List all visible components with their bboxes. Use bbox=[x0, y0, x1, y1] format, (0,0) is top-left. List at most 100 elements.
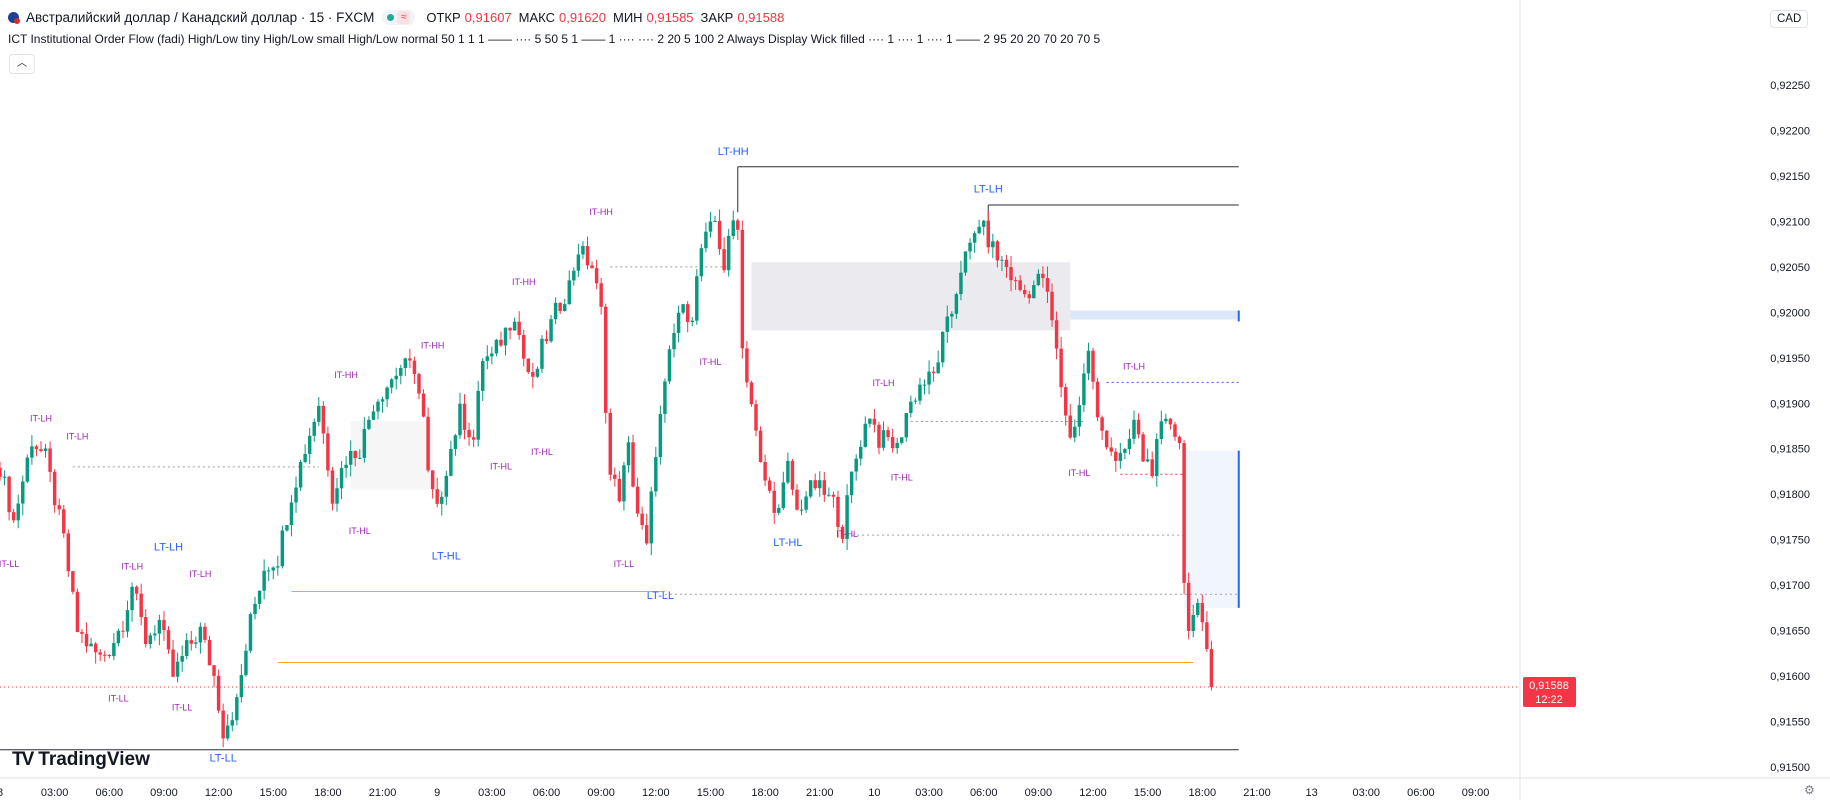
tv-logo-icon: TV bbox=[12, 749, 34, 770]
price-tick-label: 0,92150 bbox=[1770, 171, 1810, 183]
candle bbox=[385, 387, 389, 400]
candle bbox=[103, 654, 107, 656]
gear-icon[interactable]: ⚙ bbox=[1804, 783, 1815, 797]
time-tick-label: 8 bbox=[0, 787, 3, 799]
candle bbox=[726, 235, 731, 271]
market-status[interactable]: ≈ bbox=[382, 10, 416, 25]
candle bbox=[1127, 438, 1132, 449]
structure-label-lt-ll: LT-LL bbox=[647, 590, 674, 602]
price-tick-label: 0,91900 bbox=[1770, 398, 1810, 410]
time-tick-label: 13 bbox=[1305, 787, 1317, 799]
candle bbox=[617, 478, 622, 502]
candle bbox=[1009, 267, 1013, 281]
candle bbox=[203, 626, 207, 640]
candle bbox=[1114, 451, 1118, 461]
candle bbox=[467, 429, 471, 438]
symbol-title[interactable]: Австралийский доллар / Канадский доллар … bbox=[26, 10, 375, 25]
candle bbox=[376, 401, 380, 412]
candle bbox=[749, 382, 754, 405]
close-value: 0,91588 bbox=[737, 10, 785, 25]
candle bbox=[253, 603, 257, 615]
candle bbox=[107, 655, 112, 657]
candle bbox=[508, 327, 512, 331]
currency-button[interactable]: CAD bbox=[1770, 10, 1809, 28]
candle bbox=[1123, 448, 1127, 453]
candle bbox=[262, 570, 266, 591]
structure-label-lt-hl: LT-HL bbox=[773, 537, 802, 549]
structure-label-it-lh: IT-LH bbox=[66, 432, 88, 442]
candle bbox=[1022, 290, 1027, 295]
time-tick-label: 15:00 bbox=[1134, 787, 1162, 799]
candle bbox=[827, 494, 831, 496]
candle bbox=[940, 331, 945, 363]
candle bbox=[80, 631, 84, 634]
candle bbox=[695, 276, 699, 321]
candle bbox=[1186, 582, 1191, 631]
candle bbox=[1000, 259, 1004, 261]
candle bbox=[1168, 418, 1173, 425]
candle bbox=[230, 720, 234, 726]
symbol-header[interactable]: Австралийский доллар / Канадский доллар … bbox=[8, 10, 784, 25]
candle bbox=[1091, 350, 1095, 382]
price-tick-label: 0,92250 bbox=[1770, 80, 1810, 92]
time-tick-label: 18:00 bbox=[1189, 787, 1217, 799]
price-tick-label: 0,91850 bbox=[1770, 444, 1810, 456]
countdown-timer: 12:22 bbox=[1535, 694, 1563, 706]
candle bbox=[326, 433, 330, 471]
candle bbox=[658, 413, 663, 458]
candle bbox=[43, 448, 48, 451]
candle bbox=[449, 448, 453, 476]
candle bbox=[394, 375, 398, 380]
price-tick-label: 0,92200 bbox=[1770, 125, 1810, 137]
time-tick-label: 06:00 bbox=[1407, 787, 1435, 799]
candle bbox=[717, 220, 722, 250]
time-tick-label: 15:00 bbox=[697, 787, 725, 799]
candle bbox=[444, 475, 449, 497]
candle bbox=[804, 496, 808, 510]
candle bbox=[1073, 426, 1077, 438]
candle bbox=[590, 265, 594, 269]
candle bbox=[1182, 443, 1186, 583]
candle bbox=[134, 586, 139, 594]
candle bbox=[175, 661, 180, 677]
candle bbox=[166, 630, 171, 650]
candle bbox=[21, 481, 25, 504]
time-tick-label: 09:00 bbox=[587, 787, 615, 799]
candle bbox=[831, 494, 836, 497]
candle bbox=[904, 413, 909, 438]
candle bbox=[1100, 417, 1104, 431]
time-tick-label: 09:00 bbox=[1462, 787, 1490, 799]
candle bbox=[239, 675, 244, 698]
time-tick-label: 18:00 bbox=[751, 787, 779, 799]
structure-label-it-hl: IT-HL bbox=[891, 473, 913, 483]
candle bbox=[198, 626, 203, 643]
chevron-up-icon: ︿ bbox=[17, 58, 27, 69]
high-label: МАКС bbox=[518, 10, 555, 25]
candles bbox=[0, 209, 1214, 748]
candle bbox=[348, 450, 353, 465]
structure-label-lt-lh: LT-LH bbox=[154, 542, 183, 554]
candle bbox=[1027, 294, 1031, 299]
candle bbox=[389, 379, 394, 388]
candle bbox=[991, 241, 995, 248]
candle bbox=[490, 353, 494, 357]
structure-label-it-hh: IT-HH bbox=[334, 370, 358, 380]
candle bbox=[225, 725, 230, 739]
candle bbox=[1141, 434, 1145, 462]
candle bbox=[977, 226, 981, 234]
candle bbox=[353, 450, 357, 459]
candle bbox=[184, 640, 189, 657]
candle bbox=[294, 487, 298, 503]
price-tick-label: 0,91750 bbox=[1770, 535, 1810, 547]
tradingview-logo[interactable]: TV TradingView bbox=[12, 749, 150, 771]
price-tick-label: 0,91700 bbox=[1770, 580, 1810, 592]
structure-label-it-ll: IT-LL bbox=[172, 703, 193, 713]
indicator-legend[interactable]: ICT Institutional Order Flow (fadi) High… bbox=[8, 32, 1101, 46]
collapse-legend-button[interactable]: ︿ bbox=[9, 54, 35, 74]
candle bbox=[1177, 436, 1182, 444]
candle bbox=[34, 446, 39, 450]
candle bbox=[335, 488, 339, 504]
candle bbox=[1032, 285, 1036, 299]
candle bbox=[1082, 373, 1086, 406]
